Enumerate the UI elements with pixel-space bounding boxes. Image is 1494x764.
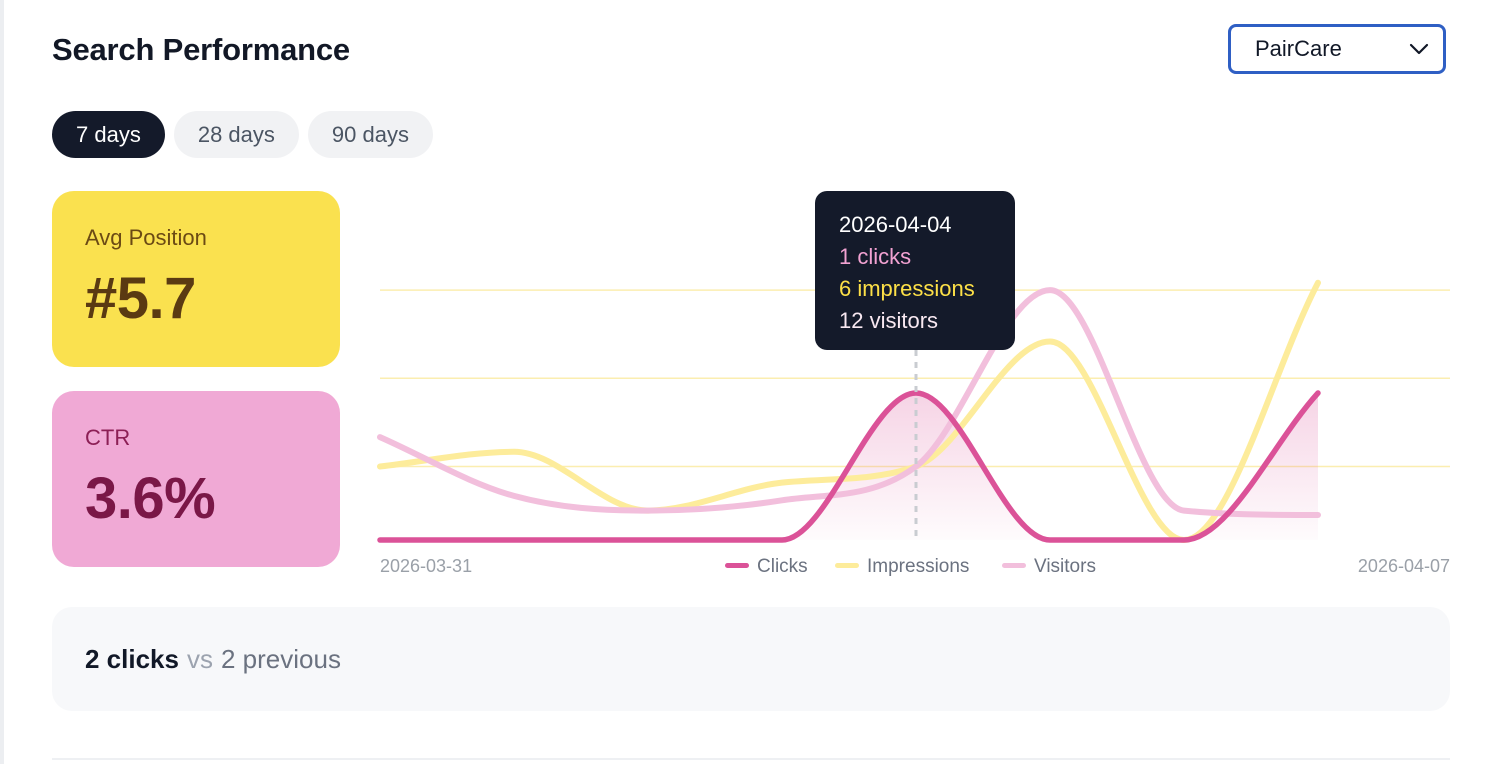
tooltip-impressions: 6 impressions (839, 276, 975, 301)
range-tabs: 7 days 28 days 90 days (52, 111, 433, 158)
range-tab-28-days[interactable]: 28 days (173, 111, 299, 158)
x-tick-first: 2026-03-31 (380, 556, 472, 576)
range-tab-7-days[interactable]: 7 days (52, 111, 165, 158)
clicks-line (377, 390, 1321, 543)
clicks-legend-label: Clicks (757, 556, 808, 577)
range-tab-90-days[interactable]: 90 days (307, 111, 433, 158)
visitors-line (377, 287, 1321, 519)
ctr-label: CTR (85, 425, 131, 450)
chart-tooltip: 2026-04-04 1 clicks 6 impressions 12 vis… (815, 191, 1015, 350)
tooltip-visitors: 12 visitors (839, 308, 939, 333)
performance-chart[interactable]: 2026-03-31 2026-04-07 Clicks Impressions V… (0, 0, 1494, 600)
window-edge (0, 0, 4, 764)
tooltip-date: 2026-04-04 (839, 212, 952, 237)
avg-position-card: Avg Position #5.7 (52, 191, 340, 367)
chevron-down-icon (1409, 43, 1429, 55)
summary-vs: vs (186, 643, 213, 674)
ctr-value: 3.6% (85, 466, 216, 531)
site-select-value: PairCare (1255, 36, 1342, 61)
impressions-legend-swatch (835, 563, 859, 568)
avg-position-label: Avg Position (85, 225, 207, 250)
summary-clicks: 2 clicks (85, 643, 179, 674)
site-select[interactable]: PairCare (1228, 24, 1446, 74)
section-divider (52, 758, 1450, 760)
visitors-legend-swatch (1002, 563, 1026, 568)
summary-previous: 2 previous (220, 643, 341, 674)
clicks-summary: 2 clicks vs 2 previous (52, 607, 1450, 711)
tooltip-clicks: 1 clicks (839, 244, 912, 269)
avg-position-value: #5.7 (85, 266, 196, 331)
ctr-card: CTR 3.6% (52, 391, 340, 567)
impressions-legend-label: Impressions (867, 556, 969, 577)
x-tick-last: 2026-04-07 (1358, 556, 1450, 576)
clicks-legend-swatch (725, 563, 749, 568)
chart-legend: Clicks Impressions Visitors (725, 556, 1096, 577)
visitors-legend-label: Visitors (1034, 556, 1096, 577)
page-title: Search Performance (52, 32, 350, 67)
